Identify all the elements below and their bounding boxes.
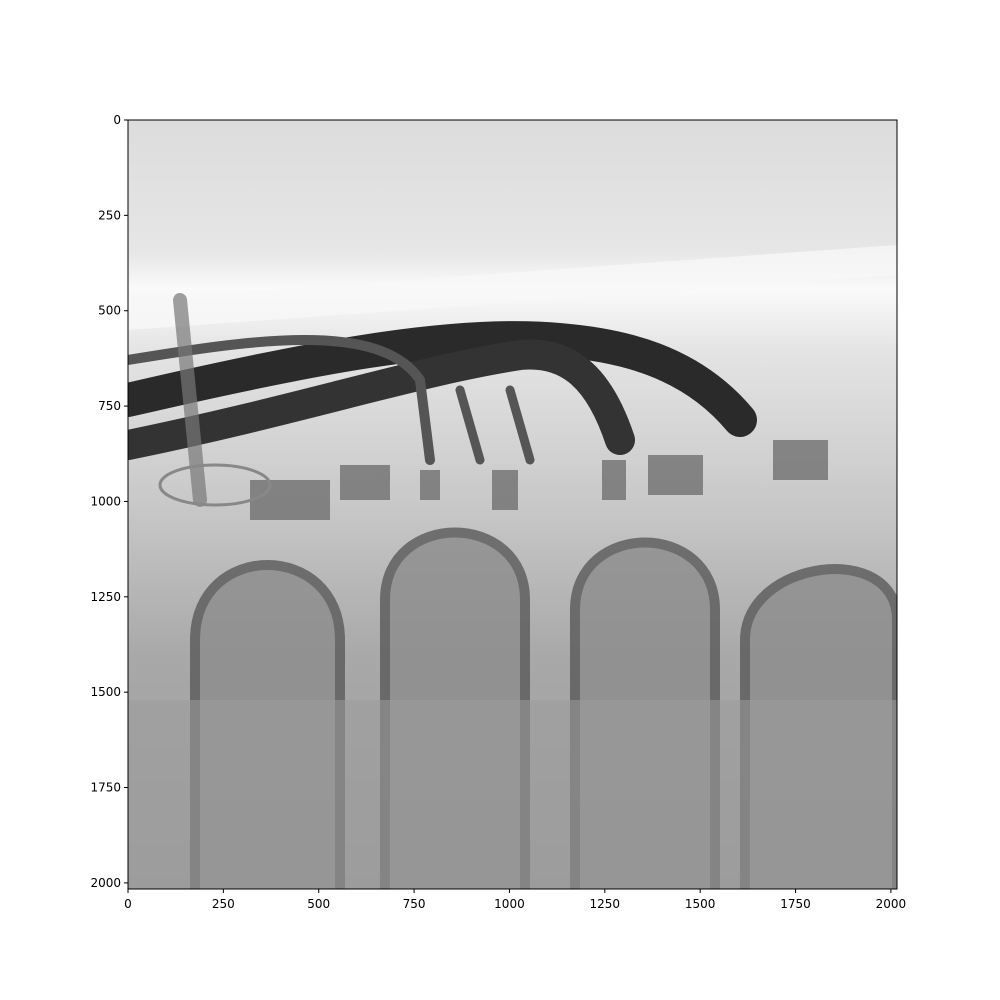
y-tick-label: 250: [98, 208, 121, 222]
y-tick-label: 2000: [90, 876, 121, 890]
x-tick-label: 1500: [685, 897, 716, 911]
x-tick-label: 2000: [876, 897, 907, 911]
y-tick-label: 500: [98, 304, 121, 318]
plot-frame: [127, 119, 898, 890]
y-tick-label: 1500: [90, 685, 121, 699]
x-tick-label: 500: [307, 897, 330, 911]
x-tick-label: 0: [124, 897, 132, 911]
x-tick-label: 750: [403, 897, 426, 911]
y-tick-label: 1750: [90, 781, 121, 795]
y-tick-label: 1250: [90, 590, 121, 604]
y-tick-label: 1000: [90, 494, 121, 508]
xray-image: [128, 120, 897, 889]
x-tick-label: 1750: [780, 897, 811, 911]
y-tick-label: 750: [98, 399, 121, 413]
x-tick-label: 250: [212, 897, 235, 911]
x-tick-label: 1250: [590, 897, 621, 911]
y-tick-label: 0: [113, 113, 121, 127]
x-tick-label: 1000: [494, 897, 525, 911]
